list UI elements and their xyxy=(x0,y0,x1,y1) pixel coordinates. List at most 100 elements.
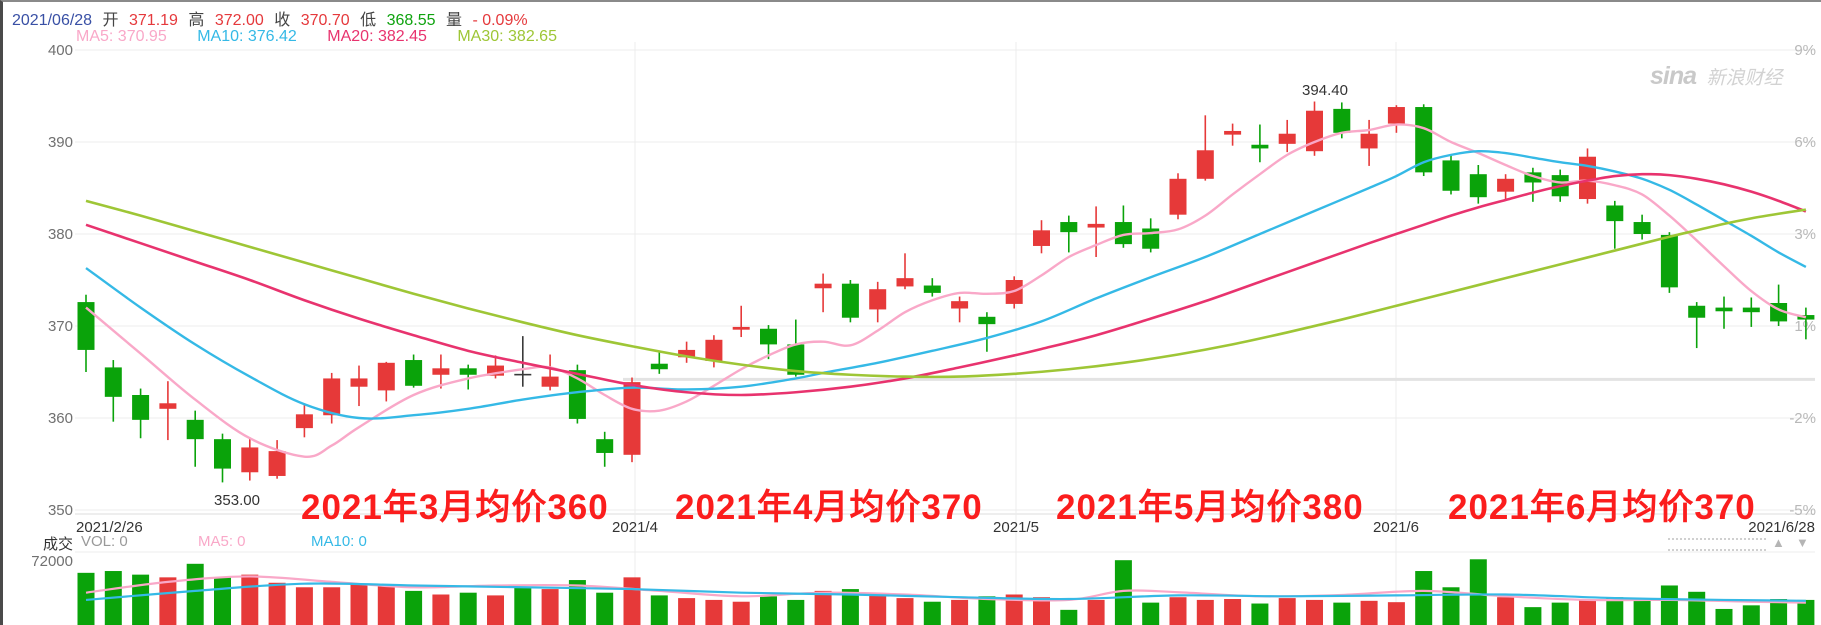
candlestick[interactable] xyxy=(732,326,750,330)
volume-bar[interactable] xyxy=(1415,571,1433,625)
scroll-down-arrow[interactable]: ▼ xyxy=(1796,535,1809,550)
candlestick[interactable] xyxy=(1497,178,1515,192)
candlestick[interactable] xyxy=(705,339,723,361)
volume-bar[interactable] xyxy=(978,596,996,625)
volume-bar[interactable] xyxy=(1715,608,1733,625)
candlestick[interactable] xyxy=(1333,108,1351,133)
candlestick[interactable] xyxy=(132,395,150,420)
volume-bar[interactable] xyxy=(568,580,586,625)
volume-bar[interactable] xyxy=(1742,605,1760,625)
volume-bar[interactable] xyxy=(1087,599,1105,625)
volume-bar[interactable] xyxy=(678,598,696,625)
candlestick[interactable] xyxy=(77,302,95,350)
scroll-up-arrow[interactable]: ▲ xyxy=(1772,535,1785,550)
volume-bar[interactable] xyxy=(432,594,450,625)
volume-bar[interactable] xyxy=(1169,597,1187,625)
volume-bar[interactable] xyxy=(132,574,150,625)
volume-bar[interactable] xyxy=(295,587,313,625)
volume-bar[interactable] xyxy=(1579,599,1596,625)
candlestick[interactable] xyxy=(1087,223,1105,228)
volume-bar[interactable] xyxy=(1360,600,1378,625)
volume-bar[interactable] xyxy=(1306,599,1323,625)
candlestick[interactable] xyxy=(1633,222,1651,234)
volume-bar[interactable] xyxy=(1660,585,1678,625)
candlestick[interactable] xyxy=(295,414,313,429)
volume-bar[interactable] xyxy=(1224,599,1242,625)
candlestick[interactable] xyxy=(678,349,696,358)
volume-bar[interactable] xyxy=(896,598,914,625)
candlestick[interactable] xyxy=(405,360,423,386)
candlestick[interactable] xyxy=(459,368,477,375)
volume-bar[interactable] xyxy=(1551,602,1569,625)
candlestick[interactable] xyxy=(268,451,286,476)
candlestick[interactable] xyxy=(1415,107,1433,173)
volume-bar[interactable] xyxy=(214,577,231,625)
candlestick[interactable] xyxy=(596,439,614,453)
volume-bar[interactable] xyxy=(1142,602,1160,625)
candlestick[interactable] xyxy=(951,301,969,309)
candlestick[interactable] xyxy=(487,365,504,376)
volume-bar[interactable] xyxy=(1442,587,1460,625)
volume-bar[interactable] xyxy=(1633,599,1651,625)
volume-bar[interactable] xyxy=(951,599,969,625)
volume-bar[interactable] xyxy=(487,595,504,625)
volume-bar[interactable] xyxy=(268,582,286,625)
candlestick[interactable] xyxy=(869,289,887,310)
candlestick[interactable] xyxy=(1606,205,1624,222)
candlestick[interactable] xyxy=(1797,315,1815,320)
volume-bar[interactable] xyxy=(1606,597,1624,625)
volume-bar[interactable] xyxy=(1387,602,1405,625)
volume-bar[interactable] xyxy=(1524,607,1542,625)
candlestick[interactable] xyxy=(1251,144,1269,149)
candlestick[interactable] xyxy=(1060,222,1078,233)
candlestick[interactable] xyxy=(1688,305,1706,318)
volume-bar[interactable] xyxy=(459,592,477,625)
volume-bar[interactable] xyxy=(596,592,614,625)
candlestick[interactable] xyxy=(1469,174,1487,198)
candlestick[interactable] xyxy=(1169,178,1187,215)
volume-bar[interactable] xyxy=(841,589,859,625)
candlestick[interactable] xyxy=(377,362,395,391)
volume-bar[interactable] xyxy=(1469,559,1487,625)
volume-bar[interactable] xyxy=(814,590,832,625)
volume-bar[interactable] xyxy=(623,577,641,625)
volume-bar[interactable] xyxy=(1114,560,1132,625)
volume-bar[interactable] xyxy=(350,583,368,625)
candlestick[interactable] xyxy=(568,370,586,419)
candlestick[interactable] xyxy=(650,363,668,370)
volume-bar[interactable] xyxy=(1005,594,1023,625)
candlestick[interactable] xyxy=(814,283,832,289)
candlestick[interactable] xyxy=(323,378,341,416)
volume-bar[interactable] xyxy=(1196,599,1214,625)
volume-bar[interactable] xyxy=(1770,599,1788,625)
volume-bar[interactable] xyxy=(159,577,177,625)
volume-bar[interactable] xyxy=(186,563,204,625)
candlestick[interactable] xyxy=(1196,150,1214,179)
candlestick[interactable] xyxy=(432,368,450,375)
candlestick[interactable] xyxy=(104,367,122,397)
candlestick[interactable] xyxy=(896,278,914,287)
volume-bar[interactable] xyxy=(1033,597,1050,625)
candlestick[interactable] xyxy=(1742,307,1760,313)
volume-bar[interactable] xyxy=(650,595,668,625)
candlestick[interactable] xyxy=(787,344,805,375)
volume-bar[interactable] xyxy=(241,574,259,625)
volume-bar[interactable] xyxy=(1278,598,1296,625)
volume-bar[interactable] xyxy=(705,599,723,625)
volume-bar[interactable] xyxy=(514,587,532,625)
volume-bar[interactable] xyxy=(732,601,750,625)
candlestick[interactable] xyxy=(978,316,996,325)
volume-bar[interactable] xyxy=(377,586,395,625)
volume-bar[interactable] xyxy=(405,590,423,625)
candlestick[interactable] xyxy=(1360,133,1378,149)
candlestick[interactable] xyxy=(1442,160,1460,191)
candlestick[interactable] xyxy=(1579,156,1596,200)
candlestick[interactable] xyxy=(1715,307,1733,312)
candlestick[interactable] xyxy=(1660,234,1678,288)
candlestick[interactable] xyxy=(350,378,368,387)
candlestick[interactable] xyxy=(1033,230,1050,246)
candlestick[interactable] xyxy=(760,328,777,345)
candlestick[interactable] xyxy=(159,403,177,409)
candlestick[interactable] xyxy=(1278,133,1296,144)
